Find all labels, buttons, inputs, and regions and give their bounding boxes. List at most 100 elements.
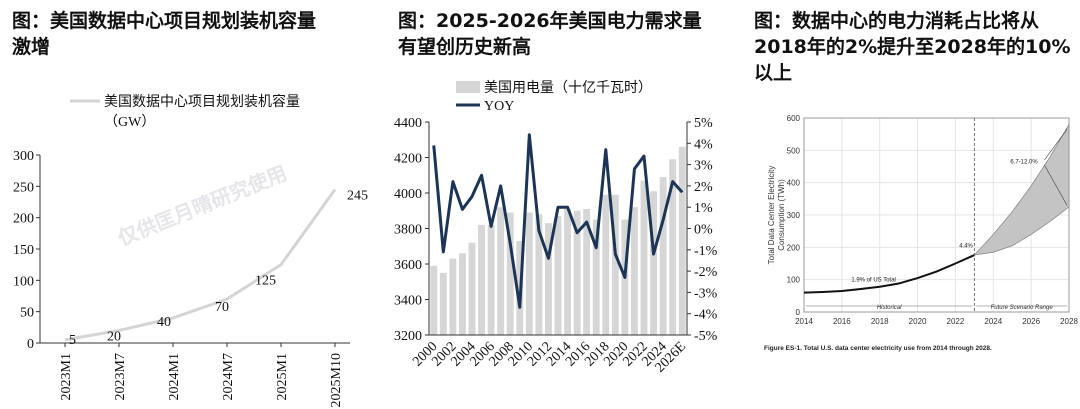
power-demand-chart-title: 图：2025-2026年美国电力需求量 有望创历史新高 [398, 10, 702, 58]
right-y-tick-label: 3% [694, 159, 713, 174]
consumption-bar [545, 223, 552, 335]
x-tick-label: 2025M1 [275, 353, 290, 400]
panel-datacenter-share-chart: 图：数据中心的电力消耗占比将从 2018年的2%提升至2028年的10% 以上 … [732, 0, 1080, 409]
consumption-bar [449, 258, 457, 335]
y-tick-label: 0 [27, 337, 34, 352]
consumption-bar [659, 177, 667, 335]
datacenter-electricity-area-chart: 0 100 200 300 400 500 600 2014 2016 2018 2020 2022 2… [764, 114, 1078, 352]
right-y-tick-label: 2% [694, 180, 713, 195]
right-y-tick-label: -2% [694, 265, 718, 280]
consumption-bar [487, 224, 495, 335]
consumption-bar [439, 272, 447, 335]
datacenter-share-chart-title: 图：数据中心的电力消耗占比将从 2018年的2%提升至2028年的10% 以上 [754, 10, 1071, 84]
right-y-tick-label: 4% [694, 137, 713, 152]
panel-power-demand-chart: 图：2025-2026年美国电力需求量 有望创历史新高 3200 3400 3600… [372, 0, 732, 409]
figure-caption: Figure ES-1. Total U.S. data center elec… [764, 345, 992, 352]
right-y-tick-label: -1% [694, 244, 718, 259]
data-label: 40 [157, 315, 171, 330]
power-demand-combo-chart: 3200 3400 3600 3800 4000 4200 4400 -5% -4% -3% -2%… [394, 80, 718, 376]
legend-label: 美国数据中心项目规划装机容量 [104, 93, 300, 110]
consumption-bar [506, 212, 514, 335]
annotation-historical-share: 1.9% of US Total [851, 277, 896, 283]
consumption-bar [650, 191, 657, 335]
y-tick-label: 100 [13, 274, 34, 289]
x-tick-label: 2024M1 [167, 353, 182, 400]
left-y-tick-label: 3600 [394, 258, 422, 273]
y-tick-label: 500 [787, 146, 801, 155]
capacity-series-line [64, 188, 337, 342]
consumption-bar [573, 210, 581, 335]
x-tick-label: 2020 [909, 317, 927, 326]
y-tick-label: 300 [13, 149, 34, 164]
y-tick-label: 600 [787, 114, 801, 123]
annotation-2028-share-range: 6.7-12.0% [1010, 159, 1038, 165]
x-tick-label: 2024M7 [221, 353, 236, 400]
legend-label-consumption: 美国用电量（十亿千瓦时） [484, 80, 652, 96]
consumption-bar [602, 194, 610, 335]
left-y-tick-label: 4400 [394, 116, 422, 131]
annotation-pointer-high [1044, 129, 1068, 161]
right-y-tick-label: -5% [694, 329, 718, 344]
left-y-tick-label: 3400 [394, 294, 422, 309]
left-y-tick-label: 3200 [394, 329, 422, 344]
data-label: 125 [255, 274, 276, 289]
y-tick-label: 150 [13, 243, 34, 258]
consumption-bar [592, 219, 600, 335]
historical-range-label: Historical [877, 305, 902, 311]
right-y-tick-label: 1% [694, 201, 713, 216]
x-tick-label: 2018 [871, 317, 889, 326]
y-axis-label-line1: Total Data Center Electricity [767, 166, 776, 265]
x-tick-label: 2022 [947, 317, 965, 326]
x-tick-label: 2028 [1060, 317, 1078, 326]
future-range-label: Future Scenario Range [991, 305, 1054, 311]
consumption-bar [468, 242, 476, 335]
data-label: 70 [215, 300, 229, 315]
x-tick-label: 2024 [984, 317, 1002, 326]
panel-capacity-chart: 图：美国数据中心项目规划装机容量 激增 仅供匡月晴研究使用 0 50 100 150 20… [0, 0, 372, 409]
yoy-series-line [432, 133, 684, 309]
capacity-line-chart: 仅供匡月晴研究使用 0 50 100 150 200 250 300 2023M1 2023M7 2… [13, 93, 368, 407]
plot-frame [803, 117, 1070, 313]
capacity-chart-title: 图：美国数据中心项目规划装机容量 激增 [12, 10, 317, 58]
consumption-bar [430, 265, 438, 335]
y-tick-label: 400 [787, 179, 801, 188]
consumption-bar [631, 207, 638, 335]
consumption-bar [640, 180, 648, 335]
right-y-tick-label: 0% [694, 223, 713, 238]
data-label: 5 [69, 333, 76, 348]
consumption-bar [583, 208, 591, 335]
consumption-bar [525, 212, 533, 335]
legend-swatch-bar [456, 81, 480, 93]
x-tick-label: 2016 [833, 317, 851, 326]
annotation-pointer-low [1044, 164, 1068, 206]
data-label: 20 [107, 329, 121, 344]
consumption-bar [611, 194, 619, 335]
y-tick-label: 0 [796, 308, 801, 317]
consumption-bar [535, 214, 543, 335]
future-scenario-range-area [973, 122, 1070, 256]
consumption-bar [564, 208, 571, 335]
watermark-text: 仅供匡月晴研究使用 [114, 161, 290, 251]
x-tick-label: 2014 [795, 317, 813, 326]
legend-label-unit: （GW） [104, 114, 155, 130]
y-tick-label: 250 [13, 180, 34, 195]
y-tick-label: 300 [787, 211, 801, 220]
consumption-bar [669, 159, 677, 335]
consumption-bar [459, 253, 466, 335]
x-tick-label: 2023M1 [59, 353, 74, 400]
y-tick-label: 200 [787, 243, 801, 252]
annotation-2023-share: 4.4% [959, 243, 973, 249]
y-tick-label: 100 [787, 276, 801, 285]
left-y-tick-label: 4200 [394, 152, 422, 167]
x-tick-label: 2026 [1022, 317, 1040, 326]
consumption-bar [678, 146, 686, 335]
consumption-bar [478, 224, 485, 335]
y-axis-label-line2: Consumption (TWh) [777, 179, 786, 251]
consumption-bar [554, 216, 562, 335]
right-y-tick-label: -3% [694, 286, 718, 301]
right-y-tick-label: 5% [694, 116, 713, 131]
x-tick-label: 2023M7 [113, 353, 128, 400]
y-tick-label: 200 [13, 212, 34, 227]
x-tick-label: 2025M10 [329, 353, 344, 407]
left-y-tick-label: 4000 [394, 187, 422, 202]
